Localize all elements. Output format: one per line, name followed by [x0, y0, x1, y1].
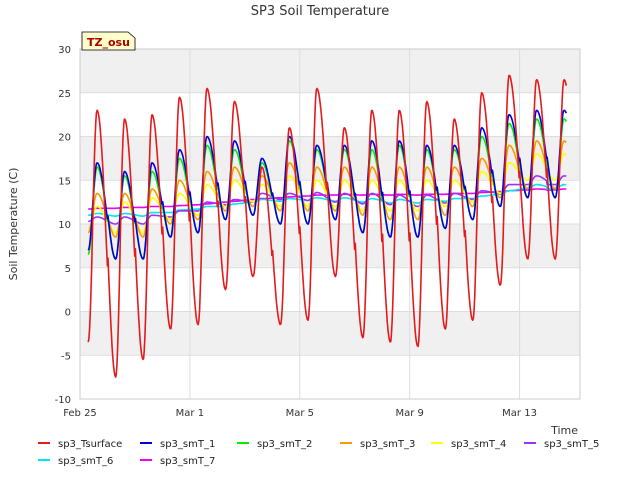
y-tick-label: 30	[58, 45, 71, 56]
legend-label-sp3_smT_7: sp3_smT_7	[160, 456, 215, 467]
plot-band	[80, 136, 580, 181]
x-axis-label: Time	[550, 424, 578, 437]
legend-label-sp3_smT_6: sp3_smT_6	[58, 456, 113, 467]
y-axis: -10 -5 0 5 10 15 20 25 30	[55, 45, 71, 406]
series-layer	[87, 74, 568, 378]
series-line-sp3_Tsurface	[87, 74, 568, 378]
x-tick-label: Feb 25	[63, 408, 97, 419]
x-axis: Feb 25 Mar 1 Mar 5 Mar 9 Mar 13	[63, 408, 537, 419]
y-axis-label: Soil Temperature (C)	[7, 168, 20, 281]
x-tick-label: Mar 9	[395, 408, 423, 419]
tz-annotation-label: TZ_osu	[87, 36, 130, 49]
chart-title: SP3 Soil Temperature	[251, 4, 389, 19]
x-tick-label: Mar 13	[502, 408, 537, 419]
y-tick-label: 0	[65, 308, 71, 319]
legend-label-sp3_smT_5: sp3_smT_5	[544, 439, 599, 450]
plot-band	[80, 92, 580, 137]
y-tick-label: 15	[58, 176, 71, 187]
legend-label-sp3_smT_4: sp3_smT_4	[451, 439, 506, 450]
legend: sp3_Tsurface sp3_smT_1 sp3_smT_2 sp3_smT_3 s…	[38, 439, 599, 467]
y-tick-label: 5	[65, 264, 71, 275]
plot-band	[80, 355, 580, 399]
legend-label-sp3_Tsurface: sp3_Tsurface	[58, 439, 122, 450]
x-tick-label: Mar 1	[176, 408, 204, 419]
x-tick-label: Mar 5	[286, 408, 314, 419]
plot-band	[80, 49, 580, 93]
y-tick-label: 25	[58, 89, 71, 100]
y-tick-label: -5	[61, 351, 71, 362]
plot-band	[80, 267, 580, 312]
legend-label-sp3_smT_2: sp3_smT_2	[257, 439, 312, 450]
tz-annotation: TZ_osu	[81, 31, 136, 51]
legend-label-sp3_smT_1: sp3_smT_1	[160, 439, 215, 450]
legend-label-sp3_smT_3: sp3_smT_3	[360, 439, 415, 450]
y-tick-label: 10	[58, 220, 71, 231]
series-line-sp3_smT_6	[88, 183, 567, 217]
y-tick-label: -10	[55, 395, 71, 406]
plot-frame	[79, 48, 581, 400]
grid-lines	[79, 48, 580, 400]
plot-band	[80, 311, 580, 356]
y-tick-label: 20	[58, 133, 71, 144]
